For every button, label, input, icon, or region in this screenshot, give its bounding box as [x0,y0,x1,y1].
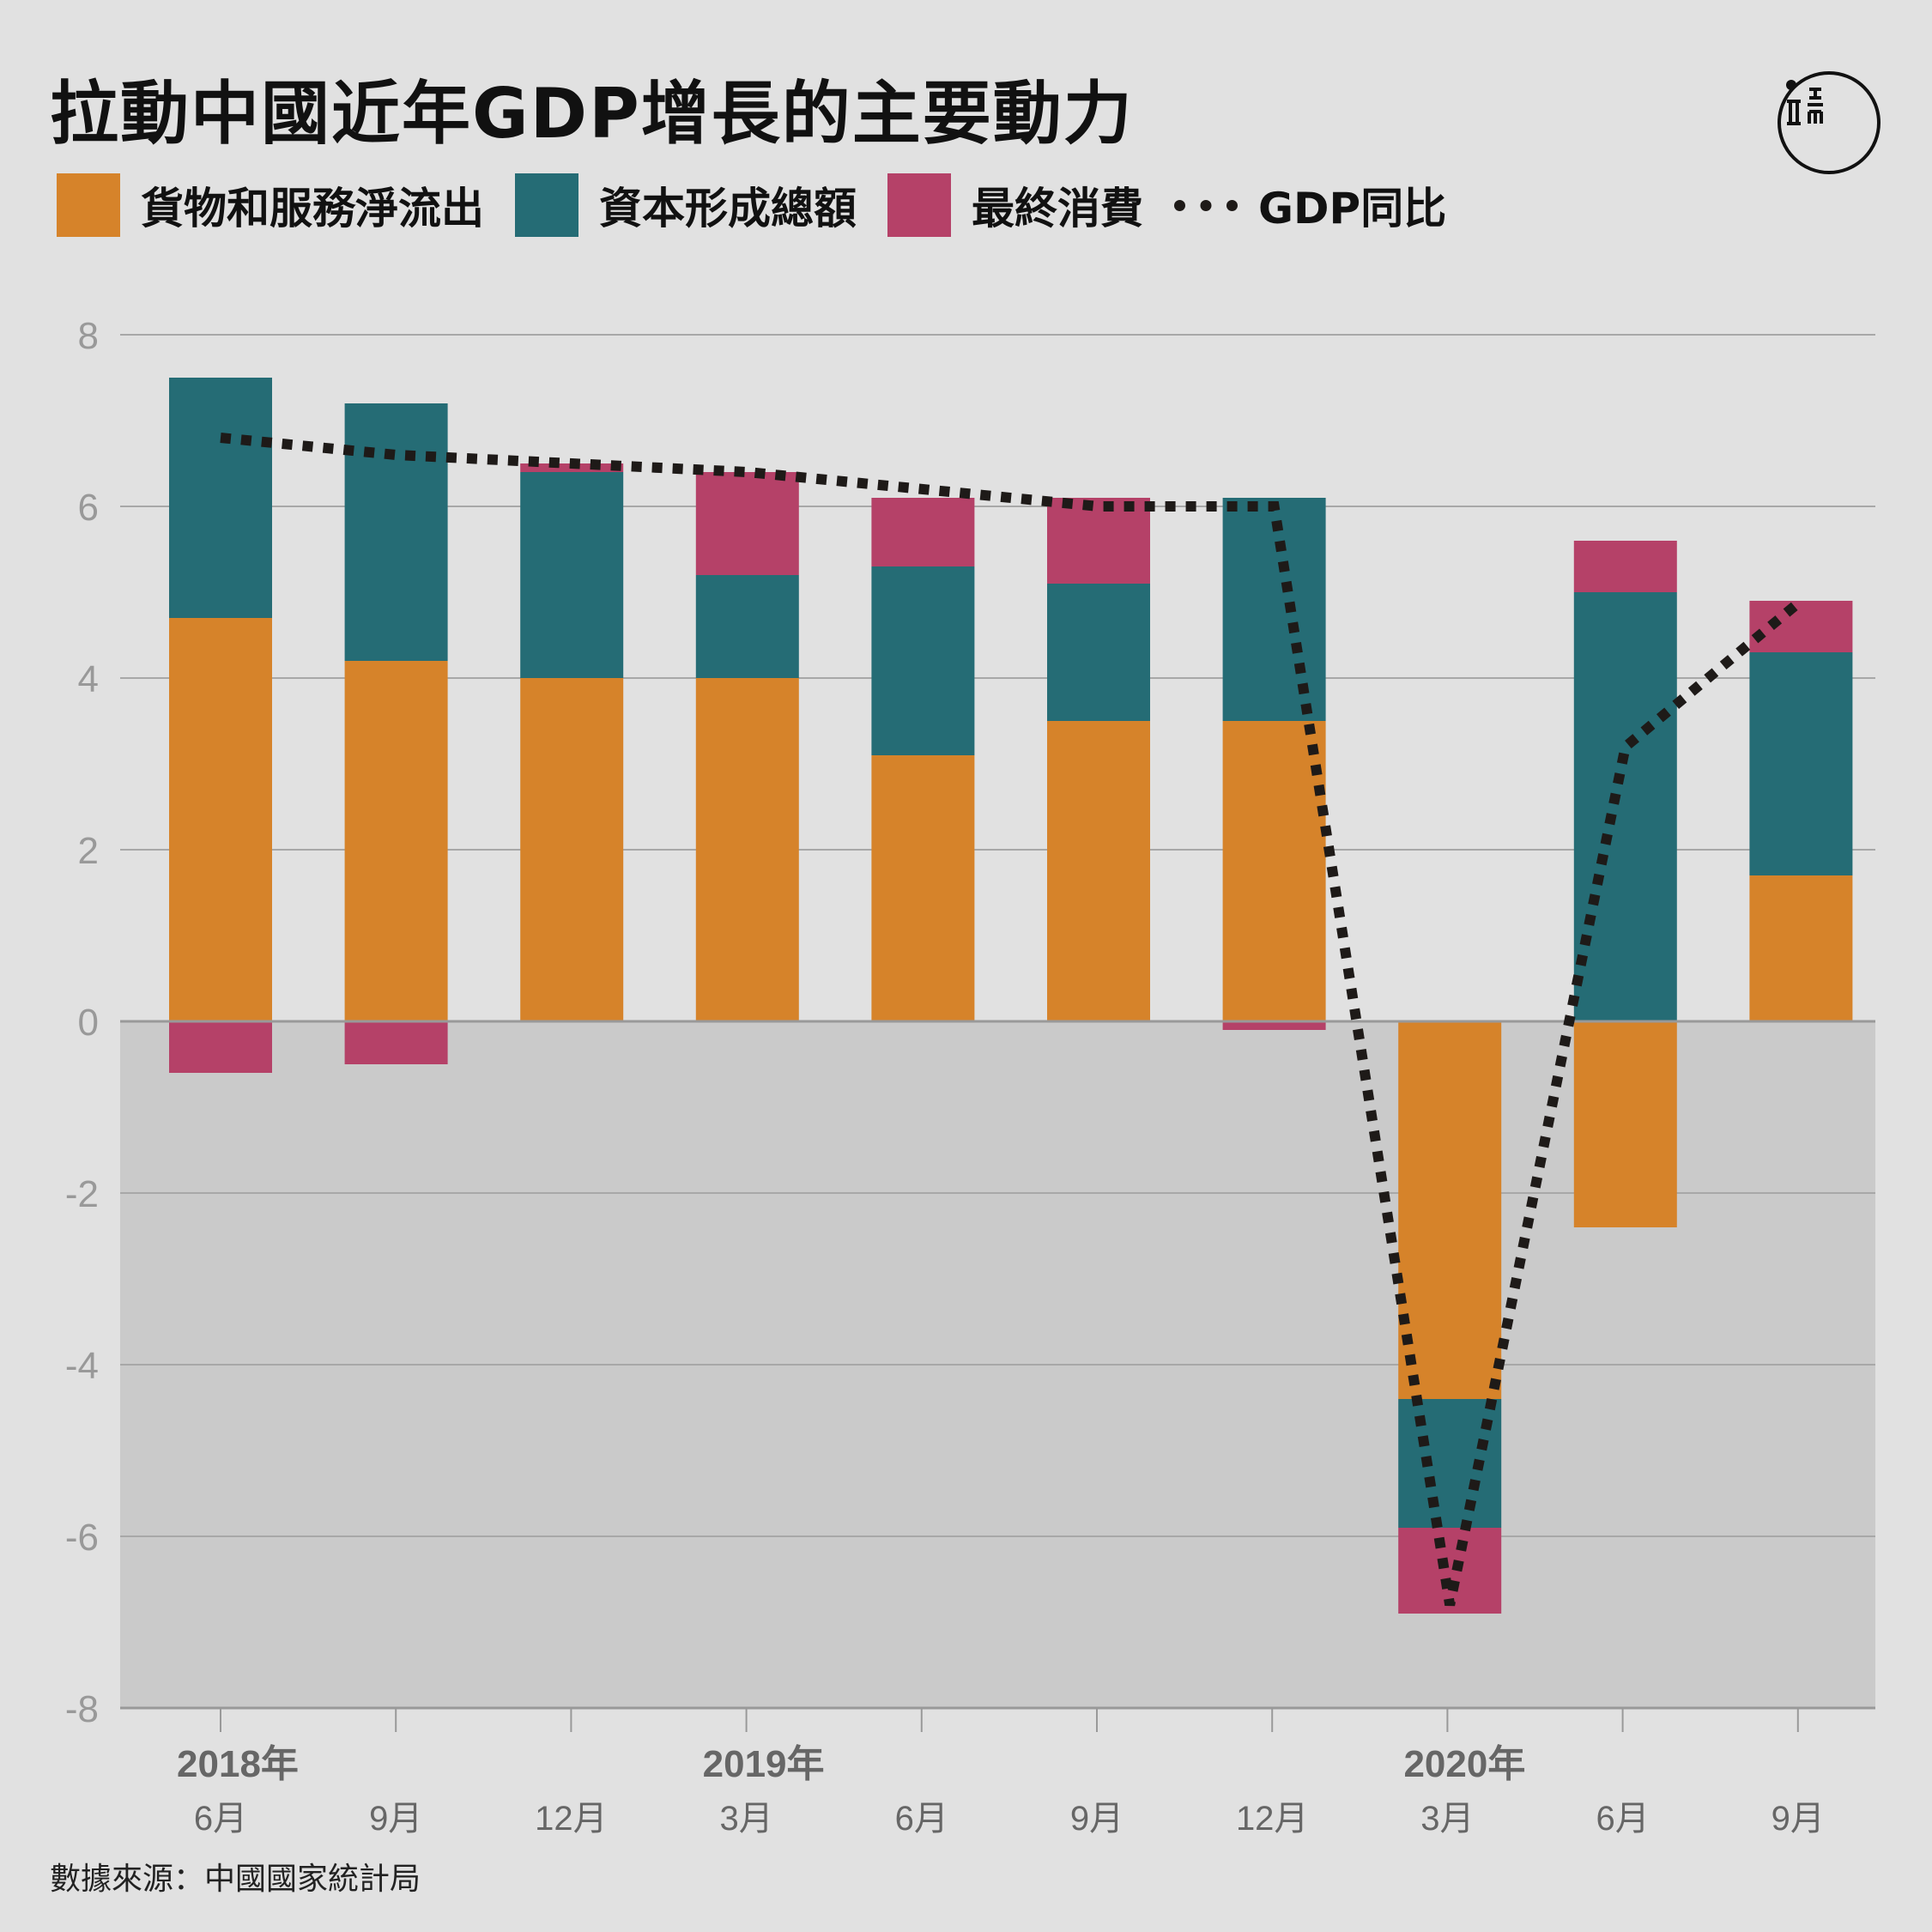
y-tick-label: -2 [65,1173,99,1215]
y-tick-label: -4 [65,1345,99,1387]
x-tick-label: 9月 [369,1800,422,1838]
capital-bar [344,403,448,661]
x-tick-label: 6月 [1596,1800,1649,1838]
consumption-bar [1222,1021,1326,1030]
legend-label: 資本形成總額 [599,184,857,233]
gdp-line [220,433,1805,1607]
x-tick-label: 9月 [1070,1800,1123,1838]
net-exports-bar [871,755,975,1021]
y-tick-label: -8 [65,1688,99,1730]
x-tick-label: 12月 [1236,1800,1309,1838]
consumption-bar [1573,541,1677,592]
y-tick-label: -6 [65,1517,99,1559]
legend-item-net-exports: 貨物和服務淨流出 [57,173,484,237]
chart-title: 拉動中國近年GDP增長的主要動力 [50,74,1134,154]
capital-bar [169,378,272,618]
capital-bar [520,472,624,678]
legend-label: 最終消費 [972,184,1143,233]
net-exports-bar [344,661,448,1021]
year-label: 2019年 [703,1743,825,1785]
legend-label: 貨物和服務淨流出 [141,184,484,233]
capital-bar [695,575,799,678]
net-exports-bar [1398,1021,1502,1399]
net-exports-bar [520,678,624,1021]
legend-swatch-capital [515,173,578,237]
legend-swatch-net-exports [57,173,120,237]
x-tick-label: 6月 [194,1800,247,1838]
net-exports-bar [169,618,272,1021]
y-tick-label: 2 [78,830,99,872]
x-tick-label: 9月 [1772,1800,1825,1838]
x-tick-label: 6月 [895,1800,948,1838]
legend-item-capital: 資本形成總額 [515,173,857,237]
y-tick-label: 0 [78,1002,99,1044]
legend-item-gdp: GDP同比 [1174,174,1446,236]
consumption-bar [1749,601,1853,652]
x-tick-label: 12月 [535,1800,608,1838]
net-exports-bar [1573,1021,1677,1227]
capital-bar [1398,1399,1502,1528]
consumption-bar [1047,498,1150,584]
capital-bar [1047,584,1150,721]
capital-bar [871,566,975,755]
x-tick-label: 3月 [1420,1800,1474,1838]
legend-item-consumption: 最終消費 [887,173,1143,237]
consumption-bar [169,1021,272,1073]
y-tick-label: 4 [78,658,99,700]
y-tick-label: 8 [78,315,99,357]
legend-swatch-consumption [887,173,951,237]
net-exports-bar [1222,721,1326,1021]
legend-label: GDP同比 [1258,184,1447,233]
y-tick-label: 6 [78,487,99,529]
year-label: 2020年 [1403,1743,1525,1785]
net-exports-bar [695,678,799,1021]
legend-swatch-gdp-line [1174,199,1238,211]
capital-bar [1749,652,1853,875]
net-exports-bar [1749,875,1853,1021]
legend: 貨物和服務淨流出 資本形成總額 最終消費 GDP同比 [57,172,1477,239]
consumption-bar [871,498,975,566]
year-label: 2018年 [177,1743,299,1785]
端-logo-icon [1778,71,1881,174]
x-tick-label: 3月 [719,1800,772,1838]
net-exports-bar [1047,721,1150,1021]
consumption-bar [695,472,799,575]
capital-bar [1222,498,1326,721]
capital-bar [1573,592,1677,1021]
consumption-bar [344,1021,448,1064]
source-note: 數據來源：中國國家統計局 [50,1862,421,1897]
